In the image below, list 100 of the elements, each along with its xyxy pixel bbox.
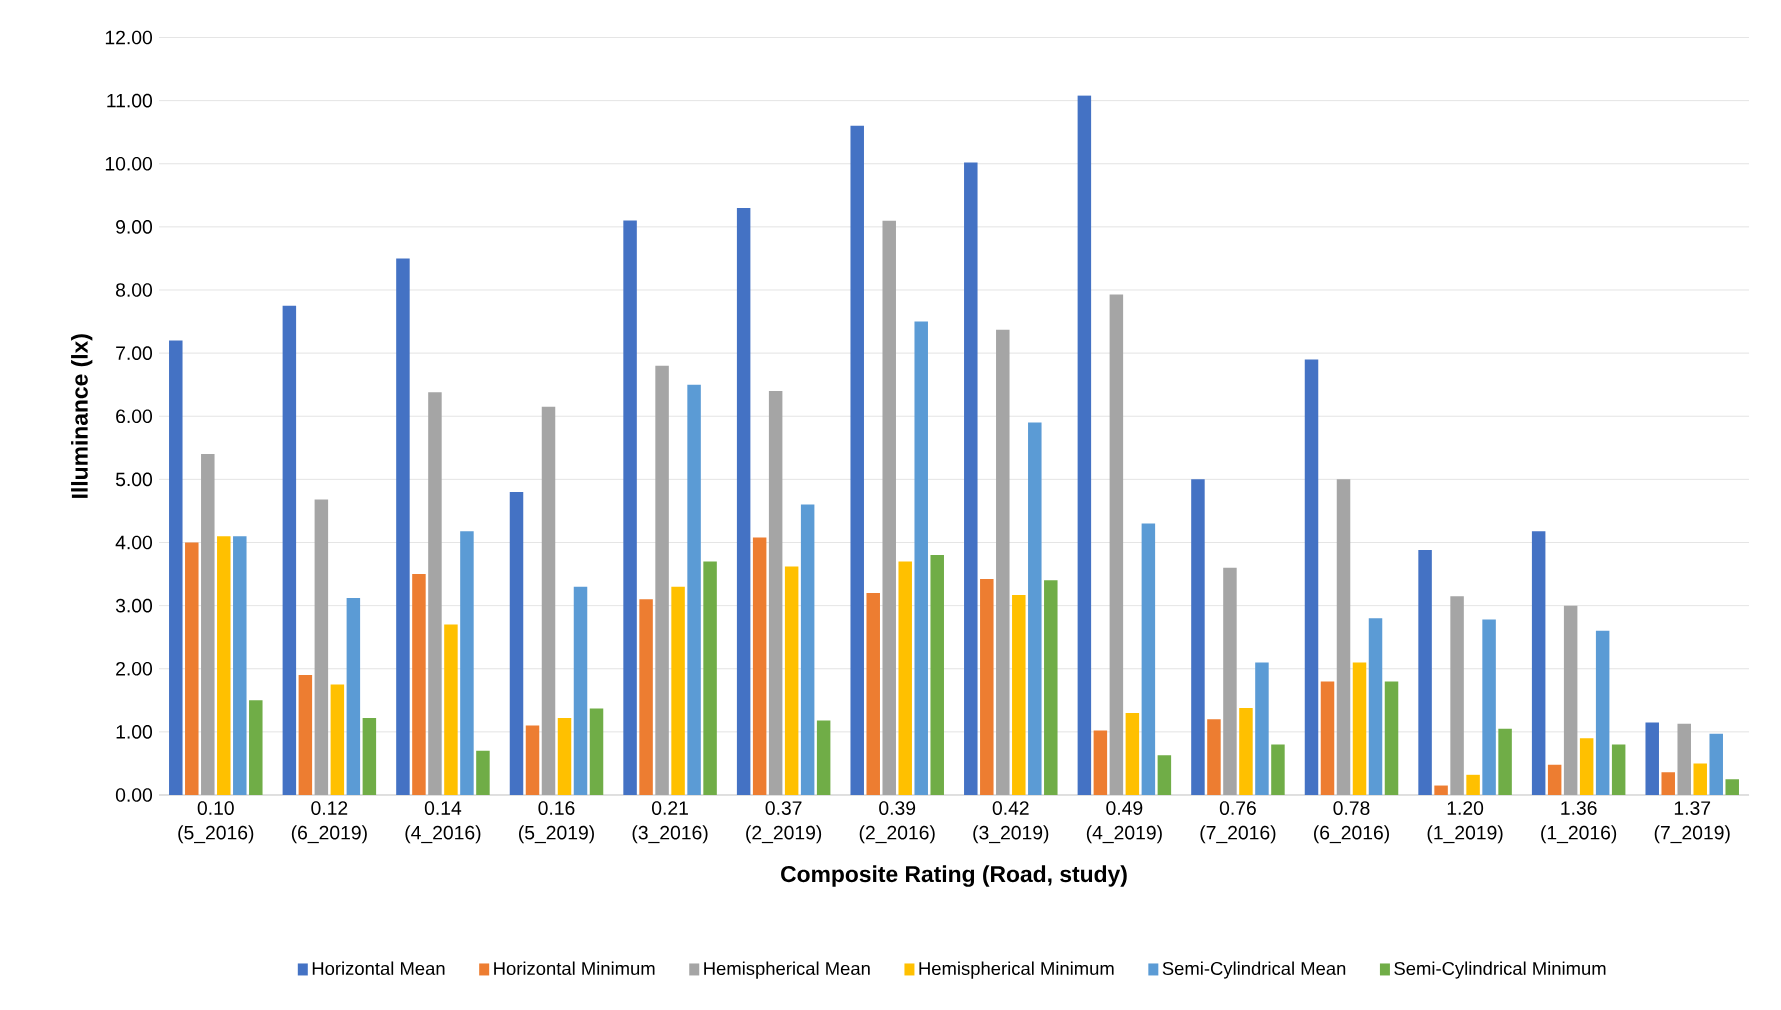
bar bbox=[249, 700, 263, 795]
y-tick-label: 5.00 bbox=[115, 472, 153, 487]
bar bbox=[996, 329, 1010, 795]
bar bbox=[1498, 728, 1512, 795]
bar bbox=[185, 542, 199, 795]
bar bbox=[1725, 779, 1739, 795]
bar bbox=[1255, 662, 1269, 795]
y-tick-label: 4.00 bbox=[115, 535, 153, 550]
bar bbox=[1239, 707, 1253, 795]
bar bbox=[428, 392, 442, 795]
bar bbox=[1109, 294, 1124, 795]
bar bbox=[784, 566, 799, 795]
bar bbox=[460, 531, 474, 795]
bar bbox=[1125, 712, 1140, 795]
bar bbox=[930, 555, 944, 795]
legend-label: Semi-Cylindrical Mean bbox=[1162, 961, 1346, 979]
bar bbox=[362, 717, 377, 795]
bar bbox=[1466, 774, 1480, 795]
x-tick-label: 0.14 (4_2016) bbox=[405, 801, 481, 844]
bar bbox=[444, 624, 458, 795]
x-tick-label: 0.42 (3_2019) bbox=[973, 801, 1049, 844]
bar bbox=[736, 207, 751, 795]
x-tick-label: 0.10 (5_2016) bbox=[178, 801, 254, 844]
bar bbox=[412, 574, 426, 795]
bar bbox=[330, 684, 345, 795]
bar bbox=[1141, 523, 1156, 795]
bar bbox=[1482, 619, 1496, 795]
bar bbox=[1611, 744, 1626, 795]
x-tick-label: 1.20 (1_2019) bbox=[1427, 801, 1503, 844]
bar bbox=[768, 391, 783, 795]
x-tick-label: 0.16 (5_2019) bbox=[519, 801, 594, 844]
bar bbox=[1336, 479, 1351, 795]
bar bbox=[850, 125, 864, 795]
bar bbox=[671, 586, 685, 795]
bar bbox=[1645, 722, 1659, 795]
bar bbox=[1191, 479, 1205, 795]
bar bbox=[282, 305, 297, 795]
bar bbox=[1012, 594, 1026, 795]
bar bbox=[1271, 744, 1285, 795]
bar bbox=[980, 579, 994, 795]
legend-label: Semi-Cylindrical Minimum bbox=[1394, 961, 1606, 979]
bar bbox=[169, 340, 183, 795]
bar bbox=[1207, 719, 1221, 795]
bar bbox=[882, 220, 896, 795]
bar bbox=[525, 725, 540, 795]
bar bbox=[623, 220, 637, 795]
bar bbox=[557, 717, 572, 795]
y-tick-label: 1.00 bbox=[116, 725, 153, 739]
y-tick-label: 0.00 bbox=[115, 788, 153, 802]
y-axis-title: Illuminance (lx) bbox=[71, 334, 93, 498]
legend-label: Horizontal Minimum bbox=[494, 961, 655, 976]
bar bbox=[201, 454, 215, 795]
x-tick-label: 1.37 (7_2019) bbox=[1654, 801, 1730, 844]
x-tick-label: 0.39 (2_2016) bbox=[859, 801, 935, 844]
bar bbox=[703, 561, 717, 795]
bar bbox=[298, 675, 313, 795]
bar bbox=[476, 750, 490, 795]
bar bbox=[898, 561, 912, 795]
x-tick-label: 0.49 (4_2019) bbox=[1086, 801, 1162, 844]
bar bbox=[573, 586, 588, 795]
x-tick-label: 0.37 (2_2019) bbox=[746, 801, 822, 844]
legend-label: Horizontal Mean bbox=[312, 961, 445, 976]
bar bbox=[1093, 730, 1108, 795]
bar bbox=[217, 536, 231, 795]
y-tick-label: 6.00 bbox=[116, 409, 153, 424]
bar bbox=[314, 499, 329, 795]
bar bbox=[1028, 422, 1042, 795]
x-tick-label: 0.78 (6_2016) bbox=[1314, 801, 1389, 844]
bar bbox=[1677, 723, 1691, 795]
bar bbox=[1563, 605, 1578, 795]
bar bbox=[1547, 764, 1562, 795]
bar bbox=[1304, 359, 1319, 795]
bar bbox=[1450, 596, 1464, 795]
bar bbox=[914, 321, 928, 795]
y-tick-label: 11.00 bbox=[107, 93, 153, 108]
bar bbox=[1044, 580, 1058, 795]
bar bbox=[1434, 785, 1448, 795]
bar bbox=[800, 504, 815, 795]
bar bbox=[1157, 755, 1172, 795]
x-tick-label: 1.36 (1_2016) bbox=[1541, 801, 1617, 844]
bar bbox=[396, 258, 410, 795]
bar bbox=[589, 708, 604, 795]
bar bbox=[816, 720, 831, 795]
bar bbox=[1077, 95, 1092, 795]
bar bbox=[1595, 630, 1610, 795]
bar bbox=[1352, 662, 1367, 795]
bar bbox=[1693, 763, 1707, 795]
bar bbox=[1661, 772, 1675, 795]
x-axis-title: Composite Rating (Road, study) bbox=[781, 865, 1127, 887]
x-tick-label: 0.76 (7_2016) bbox=[1200, 801, 1276, 844]
bar bbox=[1709, 733, 1723, 795]
bar bbox=[639, 599, 653, 795]
x-tick-label: 0.21 (3_2016) bbox=[632, 801, 708, 844]
y-tick-label: 9.00 bbox=[116, 220, 153, 234]
bar bbox=[1320, 681, 1335, 795]
y-tick-label: 8.00 bbox=[116, 283, 153, 297]
bar bbox=[1223, 567, 1237, 795]
y-tick-label: 7.00 bbox=[116, 346, 153, 360]
y-tick-label: 3.00 bbox=[115, 598, 153, 613]
bar bbox=[1418, 550, 1432, 795]
